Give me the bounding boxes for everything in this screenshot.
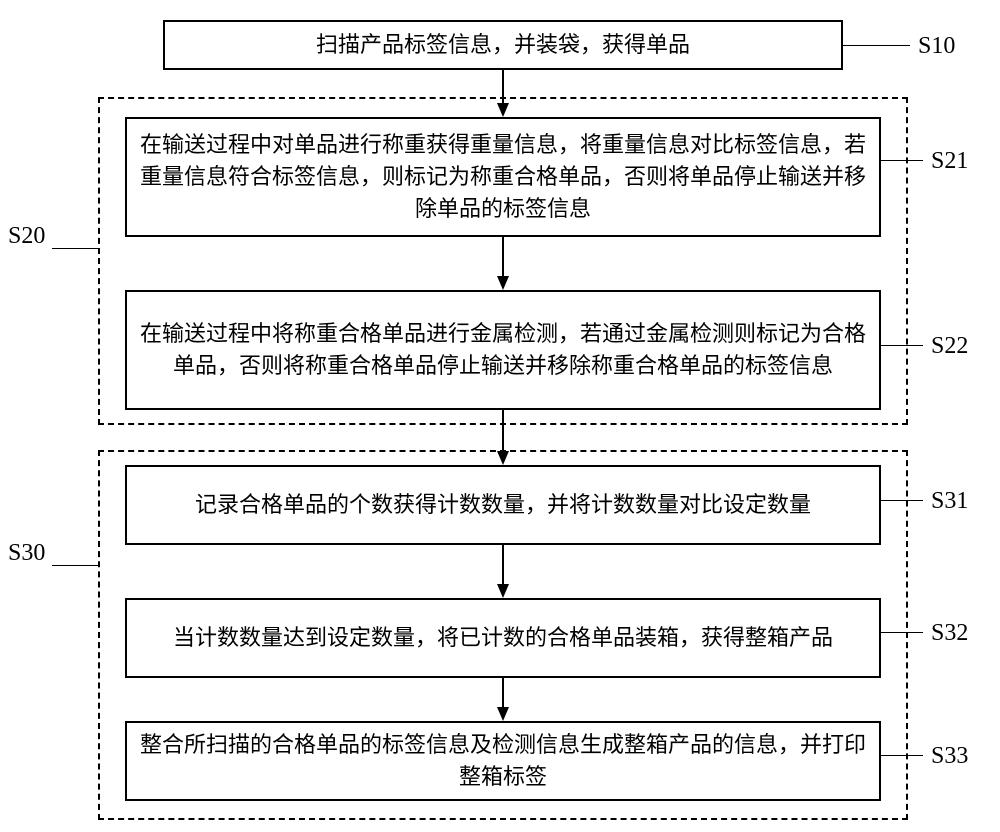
flowchart-canvas: 扫描产品标签信息，并装袋，获得单品 在输送过程中对单品进行称重获得重量信息，将重…	[0, 0, 1000, 832]
leader-s32	[881, 632, 923, 633]
step-s31-text: 记录合格单品的个数获得计数数量，并将计数数量对比设定数量	[195, 489, 811, 521]
step-s32-text: 当计数数量达到设定数量，将已计数的合格单品装箱，获得整箱产品	[173, 622, 833, 654]
leader-s10	[843, 45, 910, 46]
leader-s22	[881, 345, 923, 346]
leader-s20	[52, 248, 98, 249]
label-s31: S31	[931, 488, 968, 515]
leader-s33	[881, 755, 923, 756]
label-s30: S30	[8, 540, 45, 567]
step-s22-text: 在输送过程中将称重合格单品进行金属检测，若通过金属检测则标记为合格单品，否则将称…	[137, 318, 869, 382]
step-s33-text: 整合所扫描的合格单品的标签信息及检测信息生成整箱产品的信息，并打印整箱标签	[137, 729, 869, 793]
step-s21-text: 在输送过程中对单品进行称重获得重量信息，将重量信息对比标签信息，若重量信息符合标…	[137, 129, 869, 225]
step-s33: 整合所扫描的合格单品的标签信息及检测信息生成整箱产品的信息，并打印整箱标签	[125, 721, 881, 801]
step-s10: 扫描产品标签信息，并装袋，获得单品	[163, 20, 843, 70]
label-s21: S21	[931, 148, 968, 175]
label-s20: S20	[8, 223, 45, 250]
label-s33: S33	[931, 743, 968, 770]
step-s32: 当计数数量达到设定数量，将已计数的合格单品装箱，获得整箱产品	[125, 598, 881, 678]
leader-s21	[881, 160, 923, 161]
step-s21: 在输送过程中对单品进行称重获得重量信息，将重量信息对比标签信息，若重量信息符合标…	[125, 117, 881, 237]
label-s32: S32	[931, 620, 968, 647]
leader-s31	[881, 500, 923, 501]
label-s22: S22	[931, 333, 968, 360]
label-s10: S10	[918, 33, 955, 60]
step-s10-text: 扫描产品标签信息，并装袋，获得单品	[316, 29, 690, 61]
step-s22: 在输送过程中将称重合格单品进行金属检测，若通过金属检测则标记为合格单品，否则将称…	[125, 290, 881, 410]
step-s31: 记录合格单品的个数获得计数数量，并将计数数量对比设定数量	[125, 465, 881, 545]
leader-s30	[52, 565, 98, 566]
